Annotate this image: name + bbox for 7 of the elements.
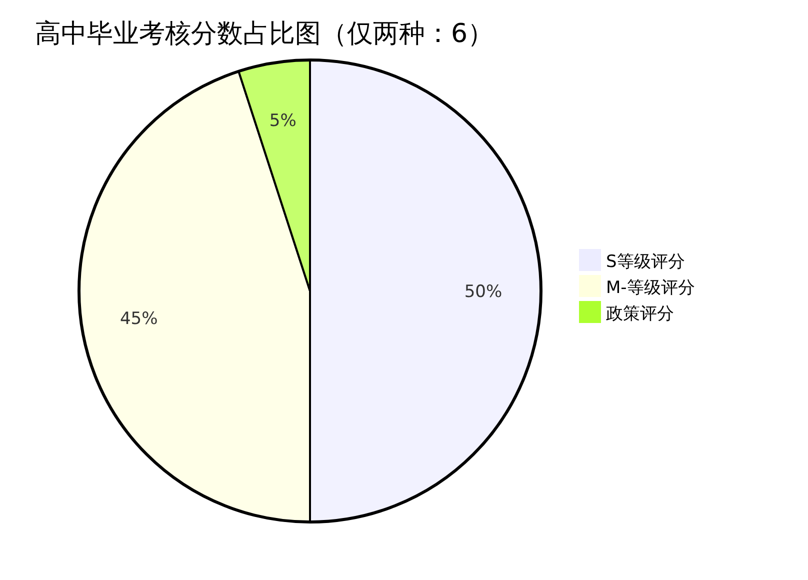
legend-label: M-等级评分 [606,278,695,298]
chart-title: 高中毕业考核分数占比图（仅两种：6） [35,19,494,49]
data-label: 45% [120,309,158,330]
legend-label: 政策评分 [606,304,674,324]
data-label: 5% [269,110,296,131]
legend-label: S等级评分 [606,252,685,272]
data-label: 50% [464,282,502,302]
